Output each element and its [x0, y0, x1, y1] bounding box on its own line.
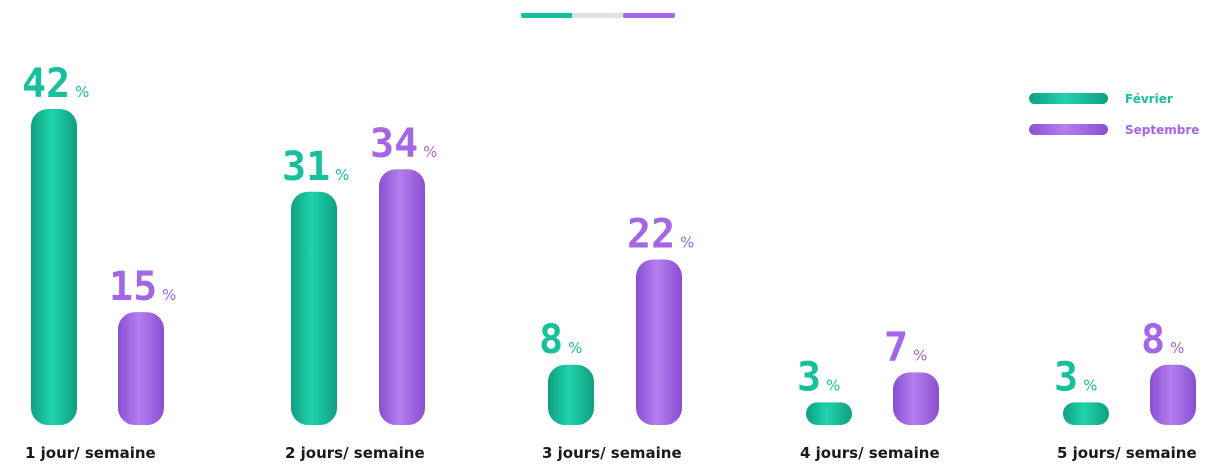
- value-label: 15%: [109, 264, 176, 310]
- legend-swatch-septembre: [1029, 124, 1108, 135]
- value-unit: %: [335, 166, 349, 184]
- value-unit: %: [1170, 339, 1184, 357]
- bar-septembre: [893, 372, 939, 425]
- value-label: 3%: [797, 354, 840, 400]
- legend-swatch-fevrier: [1029, 93, 1108, 104]
- value-unit: %: [568, 339, 582, 357]
- category-label: 4 jours/ semaine: [800, 444, 940, 462]
- header-decoration-segment: [623, 13, 675, 18]
- bar-fevrier: [291, 191, 337, 425]
- legend: Février Septembre: [1029, 92, 1199, 137]
- value-unit: %: [913, 346, 927, 364]
- value-label: 8%: [539, 317, 582, 363]
- category-label: 3 jours/ semaine: [542, 444, 682, 462]
- value-number: 34: [370, 121, 418, 167]
- value-label: 42%: [22, 61, 89, 107]
- header-decoration: [521, 13, 675, 18]
- bar-fevrier: [806, 402, 852, 425]
- legend-label-fevrier: Février: [1125, 92, 1173, 106]
- value-labels-layer: 42 %15 %31 %34 %8 %22 %3 %7% 3 %8%: [22, 61, 1184, 400]
- category-labels-layer: 1 jour/ semaine 2 jours/ semaine 3 jours/ …: [25, 444, 1197, 462]
- value-number: 7: [884, 324, 908, 370]
- category-label: 2 jours/ semaine: [285, 444, 425, 462]
- legend-label-septembre: Septembre: [1125, 123, 1199, 137]
- value-number: 15: [109, 264, 157, 310]
- value-number: 3: [797, 354, 821, 400]
- value-unit: %: [75, 83, 89, 101]
- value-label: 34%: [370, 121, 437, 167]
- bar-septembre: [118, 312, 164, 425]
- bar-septembre: [1150, 364, 1196, 425]
- bar-fevrier: [548, 364, 594, 425]
- value-label: 7%: [884, 324, 927, 370]
- value-label: 22%: [627, 211, 694, 257]
- header-decoration-segment: [521, 13, 573, 18]
- bars-layer: [31, 109, 1196, 425]
- value-number: 8: [1141, 317, 1165, 363]
- bar-septembre: [636, 259, 682, 425]
- category-label: 5 jours/ semaine: [1057, 444, 1197, 462]
- value-number: 3: [1054, 354, 1078, 400]
- value-unit: %: [423, 143, 437, 161]
- value-number: 31: [282, 144, 330, 190]
- value-label: 8%: [1141, 317, 1184, 363]
- bar-septembre: [379, 169, 425, 425]
- category-label: 1 jour/ semaine: [25, 444, 156, 462]
- bar-fevrier: [31, 109, 77, 425]
- header-decoration-segment: [572, 13, 624, 18]
- value-label: 3%: [1054, 354, 1097, 400]
- value-number: 22: [627, 211, 675, 257]
- value-unit: %: [826, 376, 840, 394]
- value-unit: %: [1083, 376, 1097, 394]
- bar-fevrier: [1063, 402, 1109, 425]
- value-number: 42: [22, 61, 70, 107]
- value-unit: %: [162, 286, 176, 304]
- value-unit: %: [680, 233, 694, 251]
- value-number: 8: [539, 317, 563, 363]
- value-label: 31%: [282, 144, 349, 190]
